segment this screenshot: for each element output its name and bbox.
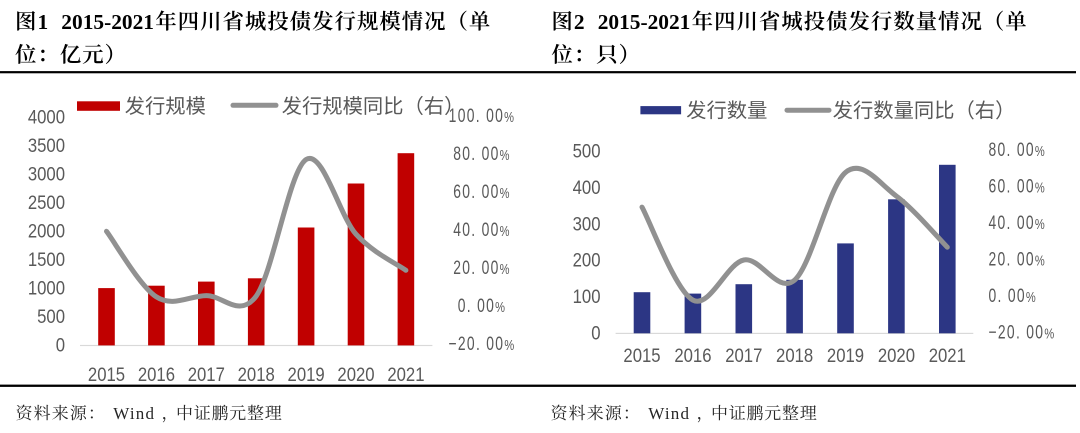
svg-text:2017: 2017 [188,364,225,385]
svg-text:60. 00%: 60. 00% [453,181,511,203]
svg-text:1: 1 [38,10,49,34]
svg-text:2015-2021: 2015-2021 [598,10,691,34]
svg-text:100. 00%: 100. 00% [449,105,516,127]
svg-text:400: 400 [573,177,601,198]
svg-text:2018: 2018 [238,364,275,385]
svg-text:2000: 2000 [28,221,65,242]
svg-text:200: 200 [573,250,601,271]
svg-text:80. 00%: 80. 00% [989,139,1047,161]
svg-text:2015: 2015 [88,364,125,385]
svg-text:500: 500 [573,141,601,162]
svg-text:100: 100 [573,286,601,307]
svg-text:1000: 1000 [28,278,65,299]
svg-text:2017: 2017 [725,345,762,366]
svg-text:2018: 2018 [776,345,813,366]
svg-text:2020: 2020 [878,345,915,366]
svg-text:−20. 00%: −20. 00% [989,321,1056,343]
svg-text:0: 0 [591,323,600,344]
svg-text:2019: 2019 [288,364,325,385]
svg-text:300: 300 [573,213,601,234]
svg-text:2019: 2019 [827,345,864,366]
svg-text:2021: 2021 [387,364,424,385]
svg-text:40. 00%: 40. 00% [989,212,1047,234]
svg-text:2015-2021: 2015-2021 [61,10,154,34]
svg-text:40. 00%: 40. 00% [453,219,511,241]
svg-text:2: 2 [574,10,585,34]
svg-text:2016: 2016 [138,364,175,385]
svg-text:2020: 2020 [337,364,374,385]
svg-text:1500: 1500 [28,249,65,270]
svg-text:0. 00%: 0. 00% [458,295,507,317]
svg-text:Wind: Wind [113,404,155,423]
svg-text:0: 0 [56,335,65,356]
svg-text:−20. 00%: −20. 00% [448,333,515,355]
svg-text:0. 00%: 0. 00% [989,285,1038,307]
svg-text:Wind: Wind [648,404,690,423]
svg-text:3000: 3000 [28,164,65,185]
svg-text:2016: 2016 [674,345,711,366]
svg-text:20. 00%: 20. 00% [989,248,1047,270]
svg-text:2021: 2021 [929,345,966,366]
svg-text:2015: 2015 [623,345,660,366]
svg-text:2500: 2500 [28,192,65,213]
svg-text:4000: 4000 [28,107,65,128]
svg-text:3500: 3500 [28,135,65,156]
svg-text:500: 500 [37,306,65,327]
svg-text:80. 00%: 80. 00% [453,143,511,165]
svg-text:60. 00%: 60. 00% [989,175,1047,197]
svg-text:20. 00%: 20. 00% [453,257,511,279]
